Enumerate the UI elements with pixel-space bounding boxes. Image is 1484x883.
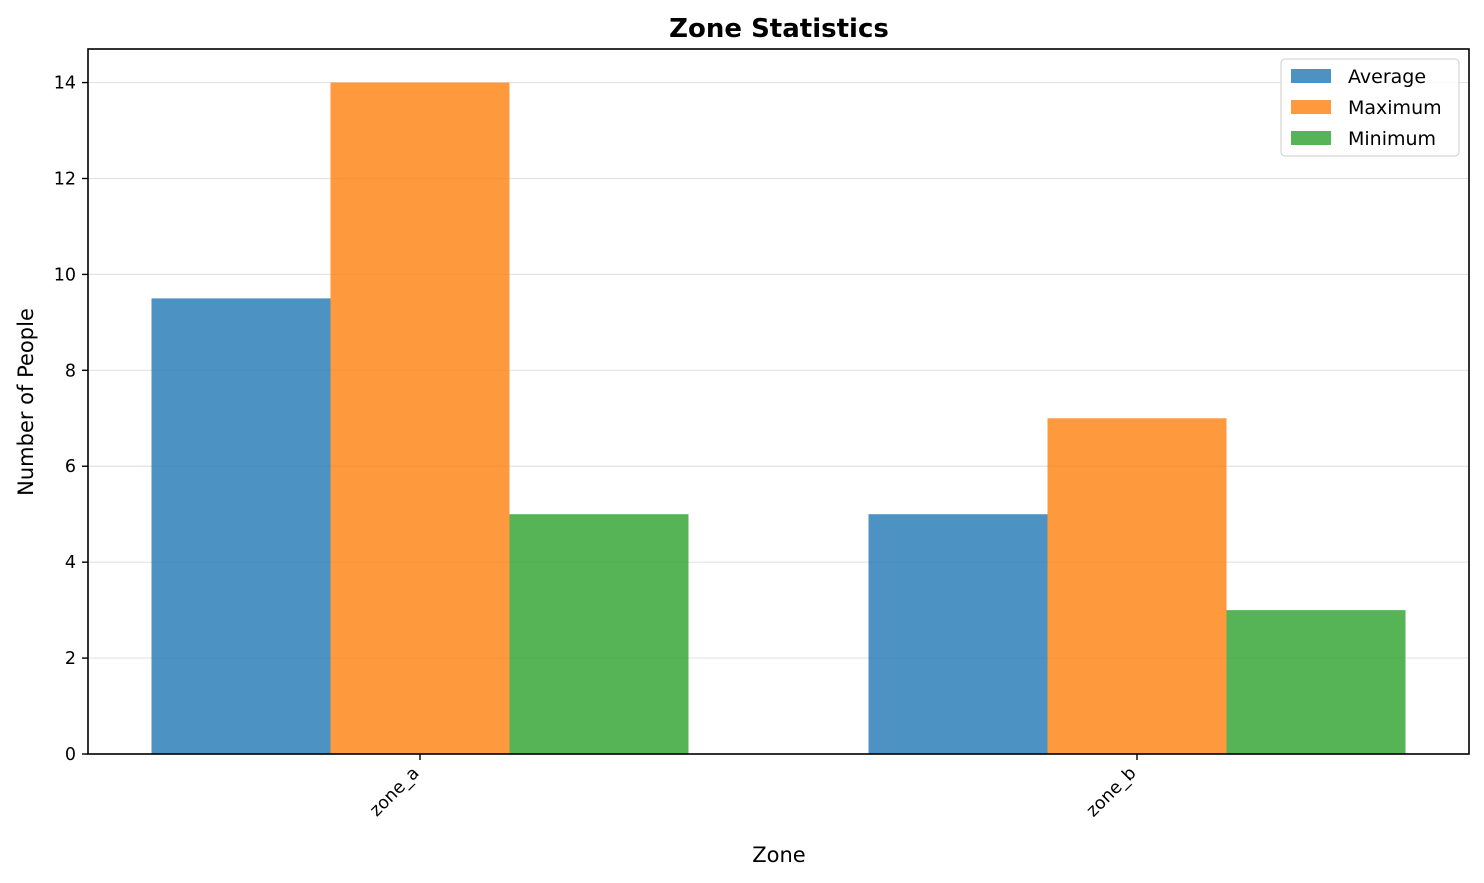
y-tick-label: 4 xyxy=(65,553,76,573)
bar-maximum-zone-a xyxy=(330,82,510,755)
y-tick-label: 8 xyxy=(65,361,76,381)
bars xyxy=(151,82,1406,755)
x-axis-label: Zone xyxy=(752,843,805,867)
y-tick-label: 14 xyxy=(54,74,76,94)
plot-frame xyxy=(87,48,1470,755)
chart-title: Zone Statistics xyxy=(669,14,889,44)
y-tick-label: 0 xyxy=(65,745,76,765)
legend-label: Minimum xyxy=(1348,128,1436,150)
legend-swatch xyxy=(1291,69,1331,83)
y-axis-ticks: 0 2 4 6 8 10 12 14 xyxy=(54,74,88,765)
legend-label: Maximum xyxy=(1348,97,1442,119)
bar-maximum-zone-b xyxy=(1047,418,1227,754)
bar-minimum-zone-b xyxy=(1226,610,1406,754)
bar-minimum-zone-a xyxy=(509,514,689,754)
bar-average-zone-a xyxy=(151,298,331,754)
y-axis-label: Number of People xyxy=(14,308,38,496)
legend-items: Average Maximum Minimum xyxy=(1291,66,1442,150)
bar-average-zone-b xyxy=(868,514,1048,754)
y-tick-label: 12 xyxy=(54,169,76,189)
y-tick-label: 2 xyxy=(65,649,76,669)
legend-label: Average xyxy=(1348,66,1426,88)
legend: Average Maximum Minimum xyxy=(1280,58,1460,157)
y-tick-label: 6 xyxy=(65,457,76,477)
y-tick-label: 10 xyxy=(54,265,76,285)
legend-swatch xyxy=(1291,100,1331,114)
legend-swatch xyxy=(1291,131,1331,145)
